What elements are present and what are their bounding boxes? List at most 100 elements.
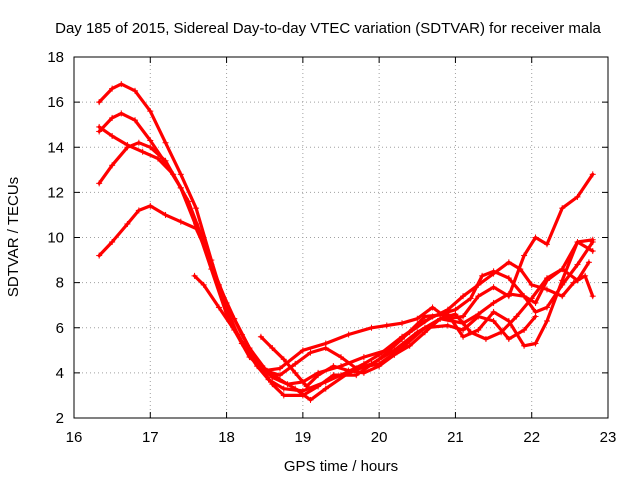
data-point bbox=[231, 315, 238, 322]
data-point bbox=[345, 331, 352, 338]
data-point bbox=[193, 205, 200, 212]
data-point bbox=[177, 218, 184, 225]
data-point bbox=[467, 295, 474, 302]
data-point bbox=[299, 347, 306, 354]
data-point bbox=[505, 275, 512, 282]
x-axis-label: GPS time / hours bbox=[284, 458, 398, 475]
data-point bbox=[574, 239, 581, 246]
data-point bbox=[200, 281, 207, 288]
data-point bbox=[147, 108, 154, 115]
data-point bbox=[460, 313, 467, 320]
data-point bbox=[376, 363, 383, 370]
data-point bbox=[429, 304, 436, 311]
y-tick-label: 16 bbox=[47, 94, 64, 111]
data-point bbox=[559, 266, 566, 273]
data-point bbox=[124, 144, 131, 151]
x-tick-label: 17 bbox=[142, 429, 159, 446]
data-point bbox=[570, 279, 577, 286]
data-point bbox=[132, 117, 139, 124]
series-s7 bbox=[257, 259, 592, 390]
data-point bbox=[505, 336, 512, 343]
x-tick-label: 20 bbox=[371, 429, 388, 446]
data-point bbox=[532, 340, 539, 347]
data-point bbox=[96, 123, 103, 130]
data-point bbox=[444, 322, 451, 329]
data-point bbox=[191, 272, 198, 279]
data-point bbox=[246, 345, 253, 352]
data-point bbox=[109, 239, 116, 246]
data-point bbox=[543, 304, 550, 311]
data-point bbox=[532, 313, 539, 320]
data-point bbox=[460, 333, 467, 340]
data-point bbox=[543, 275, 550, 282]
data-point bbox=[292, 360, 299, 367]
data-point bbox=[574, 193, 581, 200]
y-tick-label: 4 bbox=[56, 365, 64, 382]
data-point bbox=[460, 293, 467, 300]
data-point bbox=[177, 184, 184, 191]
data-point bbox=[231, 327, 238, 334]
data-point bbox=[421, 329, 428, 336]
data-point bbox=[574, 277, 581, 284]
data-point bbox=[528, 281, 535, 288]
data-point bbox=[559, 293, 566, 300]
data-point bbox=[307, 349, 314, 356]
data-point bbox=[215, 304, 222, 311]
data-point bbox=[368, 324, 375, 331]
data-point bbox=[322, 345, 329, 352]
data-point bbox=[269, 381, 276, 388]
y-tick-label: 6 bbox=[56, 320, 64, 337]
data-point bbox=[276, 365, 283, 372]
data-point bbox=[280, 385, 287, 392]
data-point bbox=[96, 99, 103, 106]
data-point bbox=[276, 372, 283, 379]
data-point bbox=[490, 284, 497, 291]
data-point bbox=[460, 327, 467, 334]
data-point bbox=[118, 110, 125, 117]
data-point bbox=[399, 320, 406, 327]
data-point bbox=[391, 351, 398, 358]
data-point bbox=[345, 367, 352, 374]
data-point bbox=[322, 385, 329, 392]
data-point bbox=[330, 372, 337, 379]
data-point bbox=[257, 333, 264, 340]
data-point bbox=[532, 299, 539, 306]
data-point bbox=[261, 367, 268, 374]
data-point bbox=[559, 277, 566, 284]
series-line bbox=[97, 172, 595, 373]
data-point bbox=[135, 207, 142, 214]
data-point bbox=[475, 293, 482, 300]
y-tick-label: 14 bbox=[47, 139, 64, 156]
data-point bbox=[315, 383, 322, 390]
y-tick-label: 8 bbox=[56, 275, 64, 292]
data-point bbox=[360, 369, 367, 376]
data-point bbox=[543, 286, 550, 293]
data-point bbox=[452, 311, 459, 318]
data-point bbox=[475, 313, 482, 320]
data-point bbox=[162, 139, 169, 146]
x-tick-label: 23 bbox=[600, 429, 617, 446]
data-point bbox=[589, 248, 596, 255]
y-tick-label: 2 bbox=[56, 410, 64, 427]
series-s6 bbox=[191, 272, 539, 379]
data-point bbox=[96, 180, 103, 187]
data-point bbox=[589, 236, 596, 243]
data-point bbox=[109, 162, 116, 169]
y-axis-label: SDTVAR / TECUs bbox=[5, 177, 22, 297]
y-tick-labels: 2 4 6 8 10 12 14 16 18 bbox=[47, 49, 64, 427]
data-point bbox=[139, 148, 146, 155]
data-point bbox=[528, 295, 535, 302]
x-tick-label: 19 bbox=[295, 429, 312, 446]
data-point bbox=[215, 284, 222, 291]
plot-area bbox=[96, 81, 596, 403]
data-point bbox=[505, 259, 512, 266]
data-point bbox=[338, 354, 344, 361]
data-point bbox=[475, 327, 482, 334]
data-point bbox=[96, 252, 103, 259]
data-point bbox=[299, 392, 306, 399]
data-point bbox=[467, 329, 474, 336]
data-point bbox=[109, 132, 116, 139]
data-point bbox=[490, 299, 497, 306]
data-point bbox=[292, 369, 299, 376]
y-tick-label: 18 bbox=[47, 49, 64, 66]
